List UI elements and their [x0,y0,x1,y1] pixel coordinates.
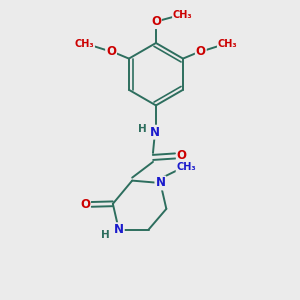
Text: N: N [155,176,165,190]
Text: H: H [138,124,146,134]
Text: CH₃: CH₃ [218,39,237,49]
Text: CH₃: CH₃ [176,162,196,172]
Text: O: O [80,198,90,211]
Text: O: O [151,15,161,28]
Text: O: O [177,149,187,162]
Text: N: N [114,223,124,236]
Text: CH₃: CH₃ [74,39,94,49]
Text: O: O [106,45,116,58]
Text: N: N [149,126,160,139]
Text: O: O [196,45,206,58]
Text: CH₃: CH₃ [173,10,193,20]
Text: H: H [101,230,110,240]
